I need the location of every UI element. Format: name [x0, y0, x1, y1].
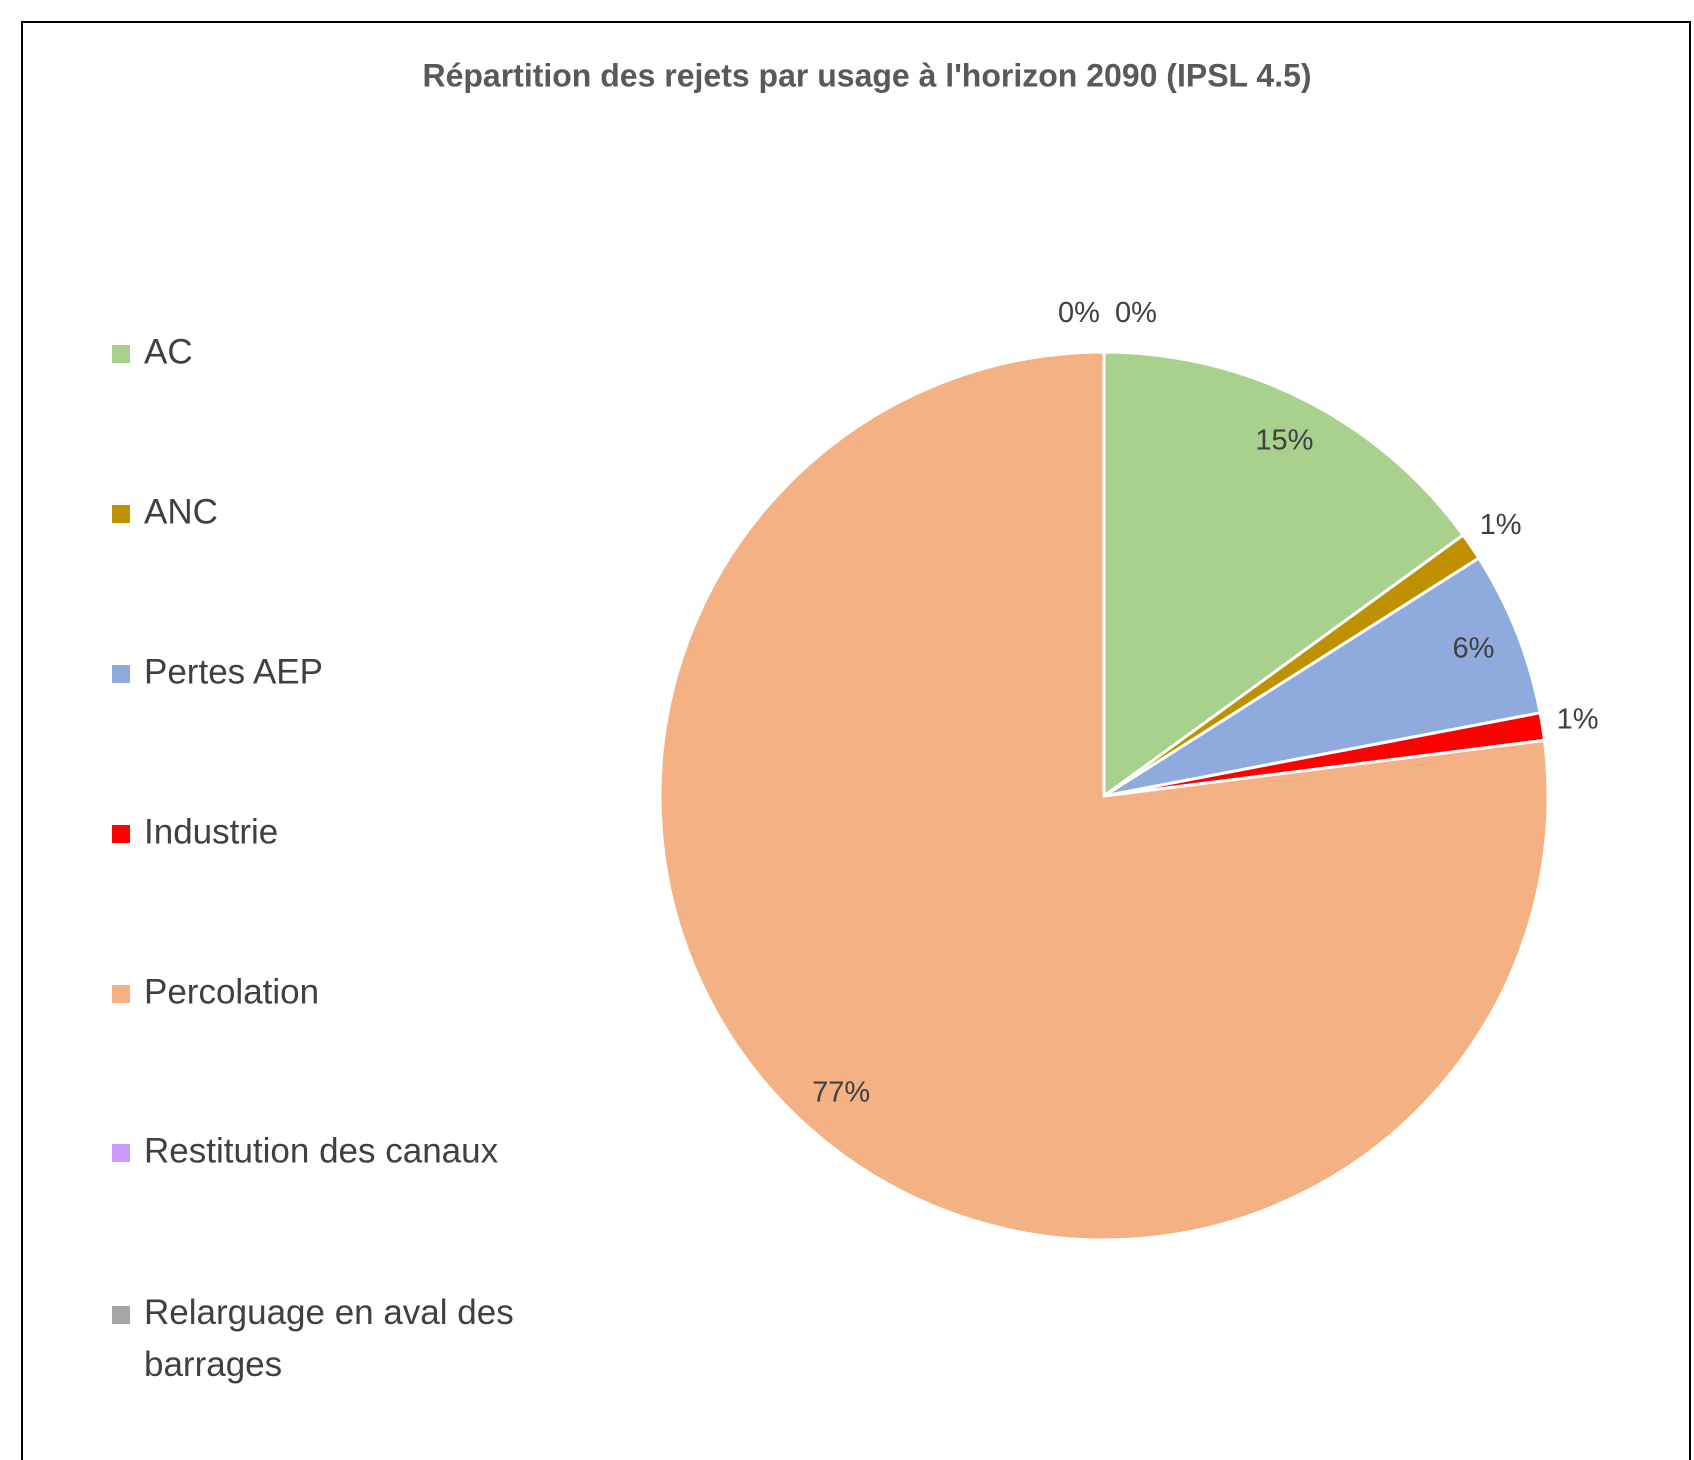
data-label: 1%: [1557, 704, 1599, 736]
pie-slice: [1102, 350, 1465, 798]
legend-label: Pertes AEP: [144, 652, 323, 691]
legend-swatch: [112, 345, 130, 363]
legend-swatch: [112, 505, 130, 523]
pie-slice: [1102, 556, 1542, 798]
legend-label: ANC: [144, 492, 218, 531]
legend-swatch: [112, 1306, 130, 1324]
legend-swatch: [112, 665, 130, 683]
legend-label: Percolation: [144, 972, 319, 1011]
legend-label: Restitution des canaux: [144, 1131, 499, 1170]
legend-label: Industrie: [144, 812, 278, 851]
legend-swatch: [112, 825, 130, 843]
data-label: 15%: [1255, 425, 1313, 457]
legend-label: Relarguage en aval des barrages: [144, 1293, 523, 1384]
legend-label: AC: [144, 332, 193, 371]
data-label: 0%: [1115, 297, 1157, 329]
data-label: 0%: [1058, 297, 1100, 329]
legend-swatch: [112, 1144, 130, 1162]
data-label: 77%: [812, 1077, 870, 1109]
legend-swatch: [112, 985, 130, 1003]
data-label: 6%: [1453, 632, 1495, 664]
chart-title: Répartition des rejets par usage à l'hor…: [422, 57, 1311, 93]
data-label: 1%: [1480, 509, 1522, 541]
